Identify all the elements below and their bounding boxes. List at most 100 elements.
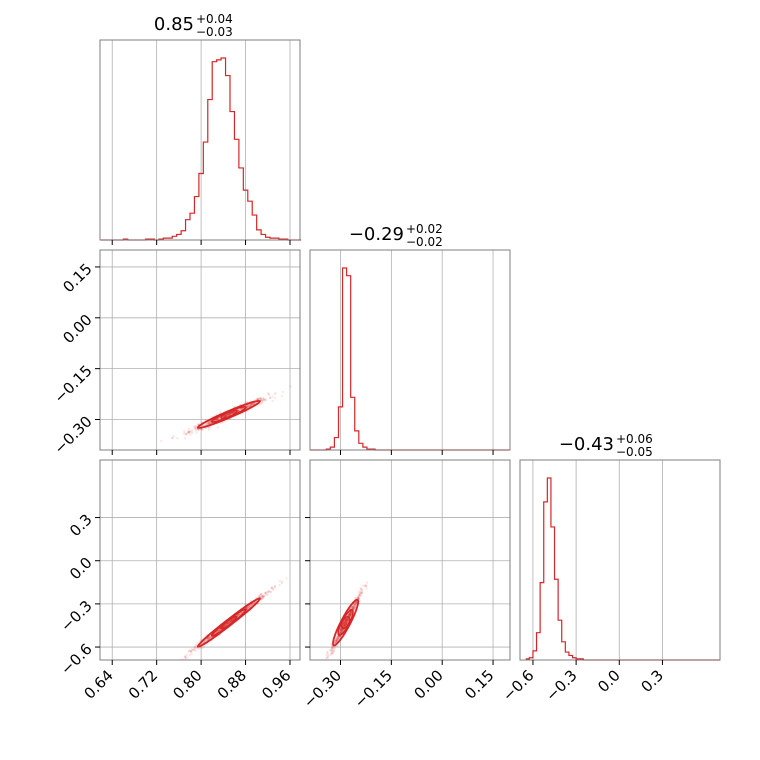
sample-point [325,663,327,665]
y-tick-label: −0.30 [50,412,95,457]
x-tick-label: 0.0 [594,666,624,696]
panel-title-2: −0.43 +0.06−0.05 [559,432,653,459]
sample-point [337,645,339,647]
sample-point [364,584,366,586]
sample-point [194,646,196,648]
sample-point [189,650,191,652]
scatter-panel-frame-0-1 [100,250,300,450]
sample-point [203,646,205,648]
scatter-points-1-2 [319,582,368,676]
sample-point [274,397,276,399]
hist-panel-frame-2 [520,460,720,660]
title-median: −0.29 [349,224,404,245]
y-tick-label: 0.15 [59,260,95,296]
sample-point [366,582,368,584]
sample-point [352,606,354,608]
sample-point [169,666,171,668]
sample-point [186,432,188,434]
sample-point [217,418,219,420]
sample-point [289,385,291,387]
sample-point [198,648,200,650]
x-tick-label: 0.00 [410,666,446,702]
sample-point [258,595,260,597]
sample-point [217,426,219,428]
sample-point [184,656,186,658]
sample-point [248,606,250,608]
sample-point [320,673,322,675]
sample-point [331,648,333,650]
title-median: −0.43 [559,434,614,455]
title-median: 0.85 [154,14,194,35]
sample-point [184,437,186,439]
sample-point [359,592,361,594]
sample-point [333,650,335,652]
sample-point [195,431,197,433]
sample-point [324,665,326,667]
sample-point [186,654,188,656]
sample-point [358,594,360,596]
y-tick-label: −0.6 [57,640,95,678]
sample-point [180,661,182,663]
sample-point [173,667,175,669]
sample-point [171,437,173,439]
sample-point [201,647,203,649]
histogram-param-2 [526,478,720,660]
sample-point [362,585,364,587]
sample-point [208,637,210,639]
scatter-points-0-2 [155,577,288,680]
sample-point [188,428,190,430]
sample-point [325,662,327,664]
x-tick-label: −0.30 [300,666,345,711]
sample-point [195,425,197,427]
hist-panel-frame-1 [310,250,510,450]
sample-point [359,587,361,589]
x-tick-label: 0.15 [461,666,497,702]
sample-point [326,652,328,654]
title-minus: −0.03 [196,25,233,39]
sample-point [278,584,280,586]
title-plus: +0.04 [196,12,233,26]
sample-point [267,594,269,596]
contour-level-2 [220,615,238,630]
title-plus: +0.02 [406,222,443,236]
title-minus: −0.05 [616,445,653,459]
sample-point [263,595,265,597]
sample-point [261,399,263,401]
sample-point [279,580,281,582]
sample-point [281,582,283,584]
sample-point [172,435,174,437]
sample-point [273,393,275,395]
sample-point [191,429,193,431]
sample-point [272,400,274,402]
panel-title-1: −0.29 +0.02−0.02 [349,222,443,249]
x-tick-label: −0.6 [499,666,537,704]
sample-point [268,590,270,592]
sample-point [282,391,284,393]
sample-point [366,587,368,589]
sample-point [325,657,327,659]
x-tick-label: 0.80 [169,666,205,702]
sample-point [353,608,355,610]
contour-level-2 [340,615,352,629]
sample-point [183,432,185,434]
sample-point [206,422,208,424]
x-tick-label: 0.3 [637,666,667,696]
sample-point [325,654,327,656]
sample-point [271,395,273,397]
y-tick-label: 0.0 [66,554,96,584]
title-plus: +0.06 [616,432,653,446]
sample-point [271,587,273,589]
sample-point [281,395,283,397]
scatter-panel-frame-0-2 [100,460,300,660]
y-tick-label: −0.15 [50,362,95,407]
sample-point [176,437,178,439]
sample-point [360,595,362,597]
histogram-param-1 [310,268,509,450]
sample-point [183,430,185,432]
sample-point [251,403,253,405]
sample-point [322,661,324,663]
panel-title-0: 0.85 +0.04−0.03 [154,12,233,39]
sample-point [186,657,188,659]
sample-point [361,589,363,591]
